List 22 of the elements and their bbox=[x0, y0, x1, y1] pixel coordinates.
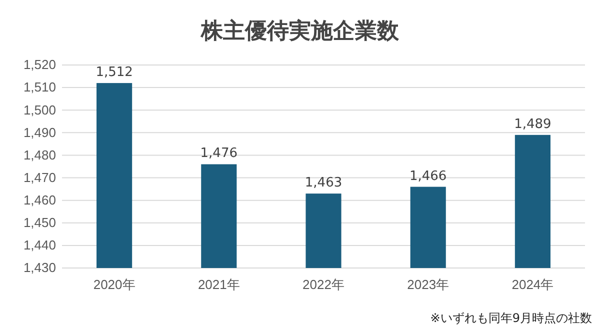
y-tick-label: 1,460 bbox=[23, 192, 56, 208]
x-tick-label: 2024年 bbox=[512, 277, 554, 292]
y-tick-label: 1,440 bbox=[23, 238, 56, 253]
data-label: 1,489 bbox=[514, 116, 552, 132]
x-tick-label: 2021年 bbox=[198, 277, 240, 292]
y-tick-label: 1,510 bbox=[23, 80, 56, 95]
x-tick-label: 2022年 bbox=[302, 277, 344, 292]
y-tick-label: 1,500 bbox=[23, 102, 56, 118]
x-tick-label: 2023年 bbox=[407, 277, 450, 292]
x-tick-label: 2020年 bbox=[93, 277, 136, 292]
y-tick-label: 1,480 bbox=[23, 147, 56, 162]
y-tick-label: 1,430 bbox=[23, 260, 56, 276]
data-label: 1,512 bbox=[96, 65, 133, 80]
text: ※いずれも同年9月時点の社数 bbox=[430, 311, 592, 325]
data-label: 1,466 bbox=[409, 168, 447, 184]
y-tick-label: 1,520 bbox=[23, 57, 56, 72]
data-label: 1,463 bbox=[304, 176, 342, 191]
y-tick-label: 1,450 bbox=[23, 215, 56, 230]
chart-title: 株主優待実施企業数 bbox=[200, 18, 400, 44]
y-tick-label: 1,490 bbox=[23, 124, 56, 140]
y-tick-label: 1,470 bbox=[23, 170, 56, 185]
data-label: 1,476 bbox=[200, 146, 238, 162]
